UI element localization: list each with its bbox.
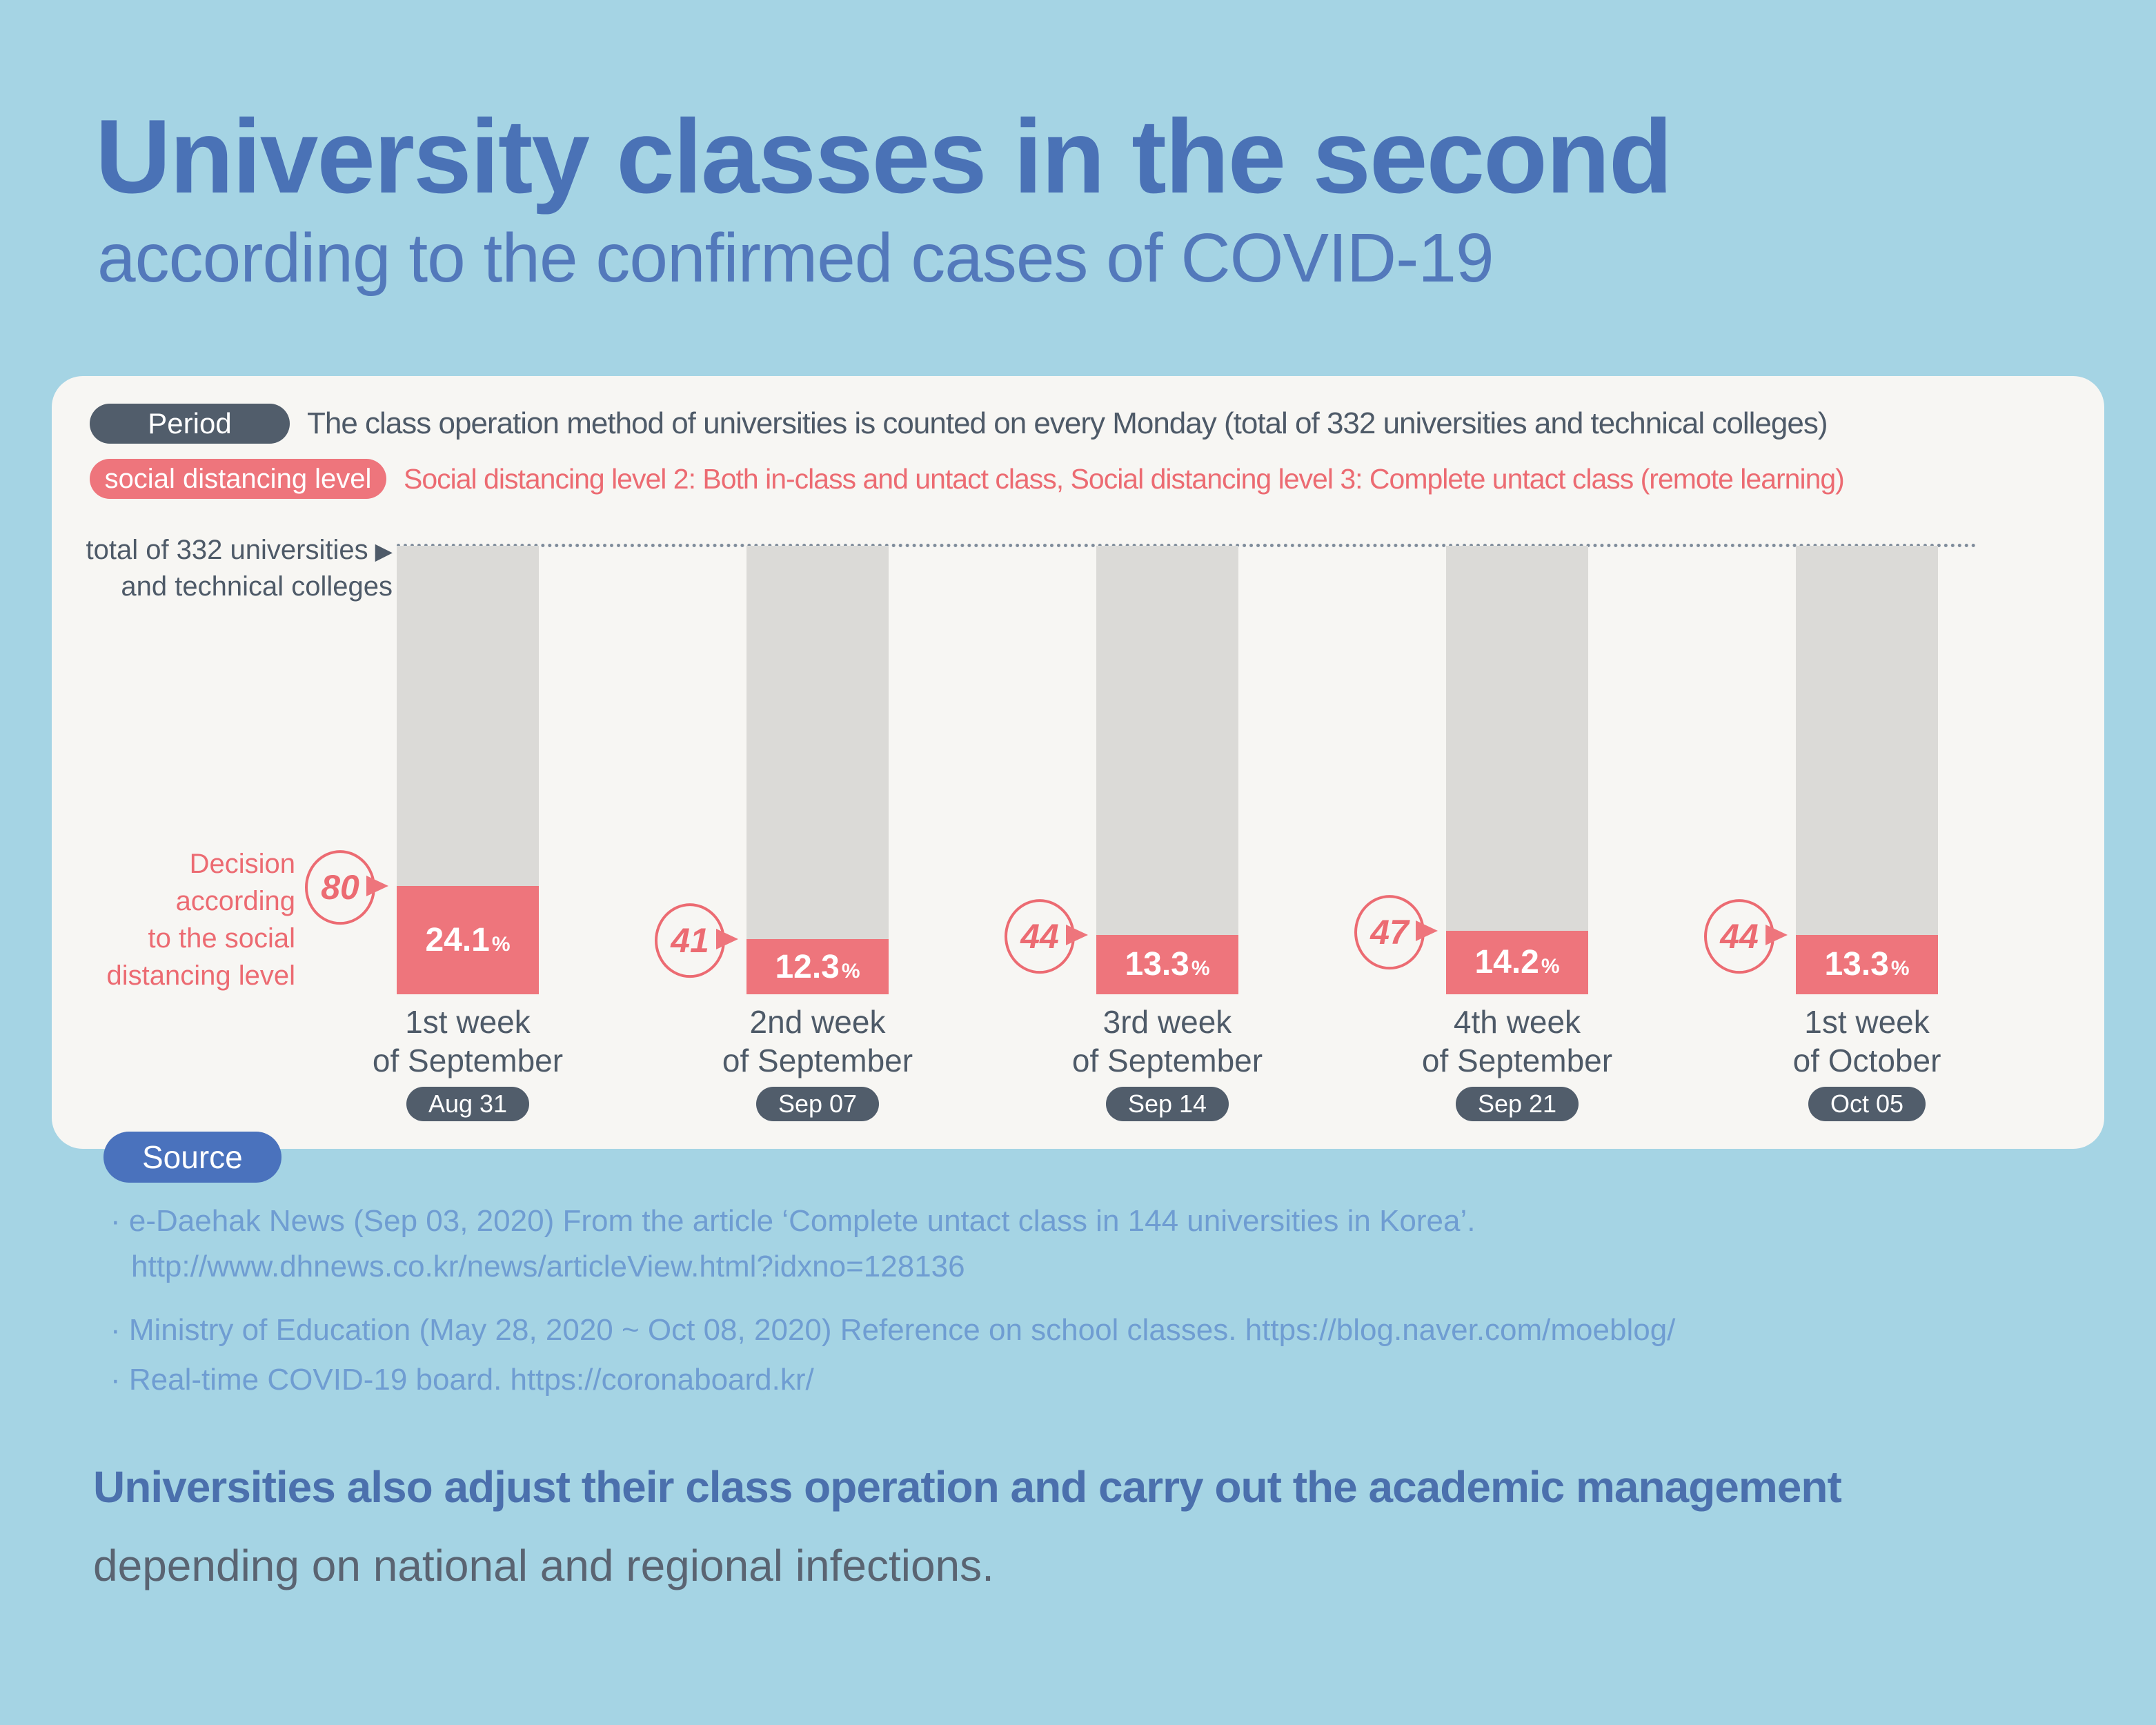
- total-axis-note-line2: and technical colleges: [121, 571, 393, 602]
- bar-track: 12.3% 41: [655, 546, 889, 994]
- week-label-line1: 1st week: [1804, 1004, 1930, 1040]
- count-value: 44: [1720, 916, 1759, 956]
- bar-track: 14.2% 47: [1354, 546, 1588, 994]
- week-label-line1: 3rd week: [1102, 1004, 1232, 1040]
- source-line: · Ministry of Education (May 28, 2020 ~ …: [110, 1313, 1676, 1347]
- week-label-line1: 1st week: [405, 1004, 531, 1040]
- percent-label: 13.3%: [1125, 945, 1209, 983]
- decision-note-line2: to the social: [148, 923, 295, 954]
- source-line: · e-Daehak News (Sep 03, 2020) From the …: [110, 1204, 1476, 1238]
- week-label-line2: of September: [722, 1043, 913, 1079]
- count-value: 47: [1370, 912, 1409, 952]
- date-pill: Sep 21: [1455, 1087, 1579, 1122]
- footer-statement-line2: depending on national and regional infec…: [93, 1541, 994, 1590]
- count-value: 44: [1020, 916, 1059, 956]
- count-arrow-icon: [1066, 924, 1088, 945]
- week-label-line2: of October: [1792, 1043, 1941, 1079]
- count-value: 80: [321, 868, 359, 907]
- percent-label: 24.1%: [425, 921, 510, 959]
- bar-column: 14.2% 47 4th week of September Sep 21: [1354, 546, 1641, 1122]
- bar-chart: 24.1% 80 1st week of September Aug 31 12…: [52, 376, 2104, 1149]
- percent-unit: %: [841, 959, 860, 983]
- source-list: · e-Daehak News (Sep 03, 2020) From the …: [110, 1206, 1675, 1395]
- count-value: 41: [671, 921, 709, 960]
- percent-unit: %: [1890, 957, 1910, 980]
- week-label-line1: 4th week: [1453, 1004, 1581, 1040]
- decision-note-line3: distancing level: [106, 960, 296, 991]
- week-label-line2: of September: [1071, 1043, 1263, 1079]
- date-pill: Sep 07: [755, 1087, 880, 1122]
- bar-fill: 13.3%: [1096, 934, 1238, 994]
- week-label: 3rd week of September: [1072, 1003, 1263, 1080]
- count-arrow-icon: [716, 929, 738, 950]
- chart-card: Period The class operation method of uni…: [52, 376, 2104, 1149]
- source-badge: Source: [103, 1132, 281, 1183]
- period-badge: Period: [90, 404, 290, 444]
- count-circle: 80: [305, 850, 375, 925]
- bar-column: 13.3% 44 3rd week of September Sep 14: [1005, 546, 1292, 1122]
- bar-column: 13.3% 44 1st week of October Oct 05: [1704, 546, 1991, 1122]
- bar-track: 13.3% 44: [1704, 546, 1938, 994]
- bar-column: 24.1% 80 1st week of September Aug 31: [305, 546, 592, 1122]
- footer-statement-line1: Universities also adjust their class ope…: [93, 1462, 1842, 1512]
- count-circle: 44: [1005, 898, 1075, 974]
- week-label: 1st week of September: [373, 1003, 563, 1080]
- decision-note: Decision according to the social distanc…: [79, 845, 296, 994]
- count-circle: 44: [1704, 898, 1774, 974]
- bar-fill: 13.3%: [1796, 934, 1938, 994]
- percent-unit: %: [1541, 955, 1560, 978]
- bar-track: 13.3% 44: [1005, 546, 1238, 994]
- date-pill: Sep 14: [1105, 1087, 1229, 1122]
- count-arrow-icon: [366, 876, 388, 897]
- axis-arrow-icon: ▶: [375, 538, 393, 564]
- social-distancing-badge: social distancing level: [90, 459, 386, 499]
- percent-label: 14.2%: [1474, 943, 1559, 981]
- total-axis-note: total of 332 universities ▶ and technical…: [79, 532, 393, 605]
- bar-fill: 24.1%: [397, 886, 539, 994]
- count-arrow-icon: [1416, 920, 1438, 941]
- total-axis-note-line1: total of 332 universities ▶: [86, 535, 393, 565]
- date-pill: Oct 05: [1808, 1087, 1926, 1122]
- percent-label: 13.3%: [1824, 945, 1909, 983]
- count-arrow-icon: [1766, 924, 1788, 945]
- percent-value: 12.3: [775, 948, 840, 985]
- week-label: 2nd week of September: [722, 1003, 913, 1080]
- source-line-url: http://www.dhnews.co.kr/news/articleView…: [131, 1250, 965, 1283]
- percent-value: 13.3: [1125, 946, 1189, 983]
- social-distancing-text: Social distancing level 2: Both in-class…: [404, 463, 1845, 495]
- week-label-line2: of September: [1421, 1043, 1613, 1079]
- period-text: The class operation method of universiti…: [307, 406, 1828, 440]
- week-label: 1st week of October: [1793, 1003, 1941, 1080]
- percent-unit: %: [491, 933, 511, 956]
- percent-value: 24.1: [425, 922, 490, 959]
- percent-unit: %: [1191, 957, 1210, 980]
- percent-value: 13.3: [1824, 946, 1889, 983]
- percent-value: 14.2: [1474, 944, 1539, 981]
- decision-note-line1: Decision according: [175, 849, 295, 916]
- total-dotted-line: [397, 544, 1977, 547]
- source-line: · Real-time COVID-19 board. https://coro…: [110, 1363, 814, 1397]
- bar-column: 12.3% 41 2nd week of September Sep 07: [655, 546, 942, 1122]
- bar-fill: 12.3%: [746, 939, 889, 994]
- week-label: 4th week of September: [1422, 1003, 1612, 1080]
- percent-label: 12.3%: [775, 948, 860, 986]
- bar-track: 24.1% 80: [305, 546, 539, 994]
- date-pill: Aug 31: [406, 1087, 530, 1122]
- bar-fill: 14.2%: [1446, 930, 1588, 994]
- week-label-line2: of September: [372, 1043, 564, 1079]
- page-subtitle: according to the confirmed cases of COVI…: [97, 219, 1494, 297]
- count-circle: 41: [655, 903, 725, 978]
- page-title: University classes in the second: [95, 98, 1673, 215]
- week-label-line1: 2nd week: [749, 1004, 886, 1040]
- count-circle: 47: [1354, 894, 1425, 969]
